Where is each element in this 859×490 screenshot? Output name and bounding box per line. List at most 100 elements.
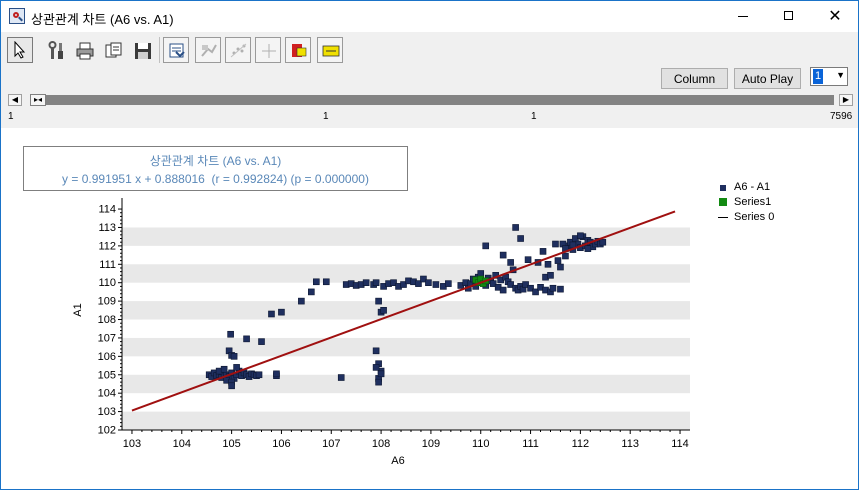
- fit-button[interactable]: [195, 37, 221, 63]
- data-point: [308, 288, 315, 296]
- vectorize-button[interactable]: [285, 37, 311, 63]
- maximize-button[interactable]: [766, 1, 812, 32]
- toolbar: Column Auto Play 1 ▼ ◀ ▸◂ ▶ 1 1 1 7596: [1, 32, 858, 128]
- y-tick-label: 111: [99, 259, 116, 271]
- data-point: [425, 279, 432, 286]
- tools-icon: [48, 41, 63, 59]
- close-button[interactable]: ✕: [812, 1, 858, 32]
- x-tick-label: 113: [621, 438, 639, 450]
- equation-box: 상관관계 차트 (A6 vs. A1) y = 0.991951 x + 0.8…: [23, 146, 408, 191]
- grid-band: [122, 411, 690, 430]
- range-track[interactable]: [46, 95, 834, 105]
- vectorize-icon: [292, 44, 307, 57]
- x-tick-label: 106: [272, 438, 290, 450]
- data-point: [420, 275, 427, 283]
- data-point: [549, 284, 557, 292]
- y-axis-label: A1: [72, 303, 84, 316]
- save-button[interactable]: [129, 37, 155, 63]
- data-point: [532, 288, 539, 296]
- print-button[interactable]: [71, 37, 97, 63]
- data-point: [375, 297, 382, 305]
- legend-label: A6 - A1: [734, 181, 771, 193]
- x-tick-label: 104: [173, 438, 191, 450]
- auto-play-button[interactable]: Auto Play: [734, 68, 801, 89]
- chart-area: 상관관계 차트 (A6 vs. A1) y = 0.991951 x + 0.8…: [1, 128, 858, 489]
- data-point: [512, 224, 519, 231]
- x-tick-label: 110: [472, 438, 490, 450]
- export-button[interactable]: [163, 37, 189, 63]
- close-icon: ✕: [828, 8, 842, 25]
- data-point: [527, 284, 534, 292]
- fit-icon: [201, 44, 217, 57]
- data-point: [577, 232, 584, 240]
- data-point: [445, 280, 452, 287]
- data-point: [313, 278, 320, 286]
- label-button[interactable]: [317, 37, 343, 63]
- range-handle-icon: ▸◂: [33, 95, 43, 104]
- data-point: [377, 370, 385, 378]
- range-end-label: 7596: [830, 111, 853, 122]
- data-point: [227, 330, 234, 338]
- toolbar-separator: [159, 37, 160, 63]
- printer-icon: [76, 42, 94, 60]
- data-point: [228, 382, 235, 390]
- range-thumb[interactable]: ▸◂: [30, 94, 46, 106]
- app-chart-icon: [9, 8, 25, 24]
- legend-label: Series1: [734, 196, 772, 208]
- y-tick-label: 110: [98, 277, 116, 289]
- data-point: [390, 279, 397, 286]
- x-axis-label: A6: [391, 455, 404, 467]
- grid-band: [122, 374, 690, 394]
- y-tick-label: 109: [98, 296, 116, 308]
- legend-label: Series 0: [734, 211, 775, 223]
- data-point: [507, 259, 514, 266]
- data-point: [362, 279, 370, 286]
- data-point: [220, 365, 228, 373]
- data-point: [522, 281, 529, 288]
- line-marker-icon: [718, 217, 728, 218]
- data-point: [547, 272, 554, 279]
- data-point: [375, 378, 382, 386]
- save-icon: [135, 43, 151, 59]
- data-point: [372, 364, 380, 371]
- scatter-plot[interactable]: 102 103 104 105 106 107 108 109 110 111 112 113 114 1…: [1, 128, 858, 489]
- pointer-tool-button[interactable]: [7, 37, 33, 63]
- tools-button[interactable]: [43, 37, 69, 63]
- legend-item-series0: Series 0: [718, 210, 774, 225]
- range-right-label: 1: [531, 111, 537, 122]
- regression-equation: y = 0.991951 x + 0.888016 (r = 0.992824)…: [62, 172, 369, 186]
- arrow-left-icon: ◀: [11, 95, 19, 104]
- column-button[interactable]: Column: [661, 68, 728, 89]
- data-point: [554, 257, 562, 264]
- minimize-button[interactable]: [720, 1, 766, 32]
- minimize-icon: [738, 16, 748, 17]
- arrow-right-icon: ▶: [842, 95, 850, 104]
- window-title: 상관관계 차트 (A6 vs. A1): [31, 12, 174, 27]
- data-point: [562, 252, 569, 260]
- pointer-icon: [14, 41, 26, 59]
- data-point: [544, 260, 552, 268]
- data-point: [552, 240, 559, 248]
- chevron-down-icon: ▼: [836, 70, 845, 80]
- data-point: [233, 364, 240, 371]
- title-bar[interactable]: 상관관계 차트 (A6 vs. A1) ✕: [1, 1, 858, 32]
- scroll-right-button[interactable]: ▶: [839, 94, 853, 106]
- y-tick-label: 107: [98, 332, 116, 344]
- data-point: [258, 338, 265, 345]
- scatter-tool-button[interactable]: [225, 37, 251, 63]
- index-dropdown[interactable]: 1 ▼: [810, 67, 848, 86]
- crosshair-button[interactable]: [255, 37, 281, 63]
- copy-button[interactable]: [100, 37, 126, 63]
- x-tick-label: 108: [372, 438, 390, 450]
- maximize-icon: [784, 11, 793, 20]
- crosshair-icon: [262, 44, 276, 58]
- data-point: [243, 335, 250, 343]
- y-tick-label: 114: [98, 204, 116, 216]
- scatter-tool-icon: [230, 43, 247, 58]
- scroll-left-button[interactable]: ◀: [8, 94, 22, 106]
- range-slider[interactable]: ◀ ▸◂ ▶: [8, 94, 853, 106]
- data-point: [517, 235, 524, 242]
- data-point: [557, 285, 564, 293]
- legend-item-series1: Series1: [718, 195, 774, 210]
